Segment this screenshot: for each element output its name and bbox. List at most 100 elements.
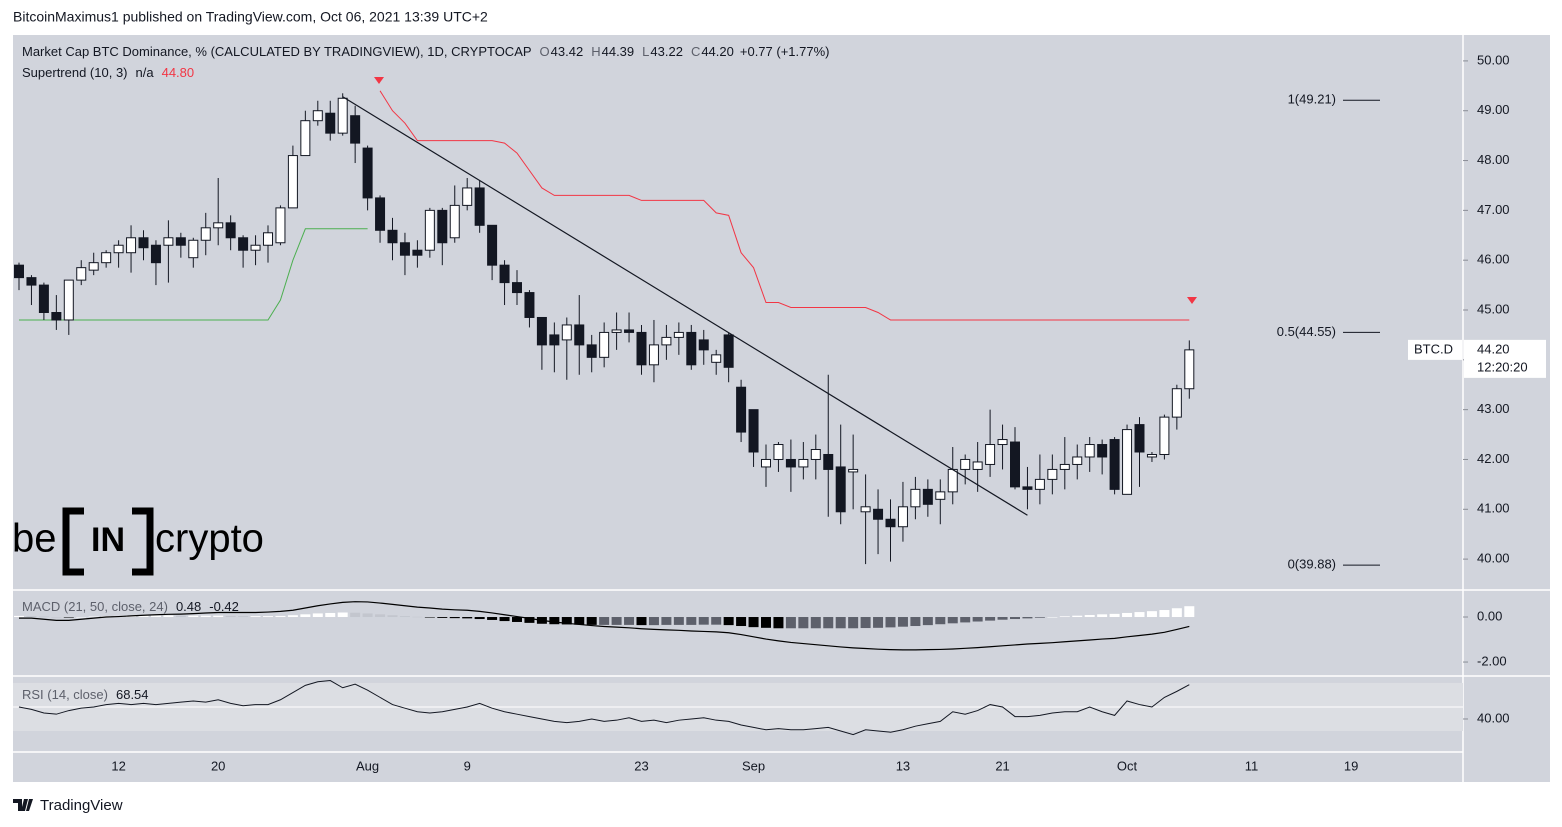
macd-histogram-bar (624, 617, 635, 625)
y-tick-label: 43.00 (1477, 401, 1510, 416)
macd-histogram-bar (1059, 616, 1070, 618)
supertrend-down-line (379, 90, 1190, 321)
candle-body (38, 284, 49, 314)
y-tick-label: 40.00 (1477, 551, 1510, 566)
candle-body (76, 267, 87, 281)
candle-body (126, 237, 137, 254)
macd-histogram-bar (300, 614, 311, 618)
macd-histogram-bar (574, 617, 585, 625)
macd-histogram-bar (63, 617, 74, 618)
candle-body (387, 229, 398, 244)
candle-body (1022, 486, 1033, 490)
macd-histogram-bar (835, 617, 846, 629)
macd-histogram-bar (275, 615, 286, 618)
y-tick-label: 47.00 (1477, 202, 1510, 217)
candle-body (798, 458, 809, 468)
x-tick-label: 13 (896, 758, 910, 773)
supertrend-value: 44.80 (162, 65, 195, 80)
candle-body (885, 518, 896, 528)
candle-body (399, 242, 410, 256)
candle-body (26, 277, 37, 286)
symbol-label-box (1408, 339, 1462, 360)
candle-body (524, 292, 535, 318)
candle-body (586, 344, 597, 358)
watermark-text: be (12, 517, 57, 561)
rsi-title: RSI (14, close) (22, 687, 108, 702)
macd-histogram-bar (1034, 617, 1045, 618)
macd-histogram-bar (648, 617, 659, 626)
macd-histogram-bar (1159, 610, 1170, 618)
macd-title: MACD (21, 50, close, 24) (22, 599, 168, 614)
candle-body (873, 508, 884, 520)
candle-body (350, 115, 361, 144)
legend-line: Market Cap BTC Dominance, % (CALCULATED … (22, 44, 830, 59)
candle-body (188, 239, 199, 259)
footer-text: TradingView (40, 797, 123, 814)
candle-body (412, 249, 423, 256)
macd-histogram-bar (437, 617, 448, 618)
candle-body (785, 458, 796, 468)
candle-body (138, 237, 149, 249)
macd-histogram-bar (1146, 611, 1157, 618)
candle-body (238, 237, 249, 251)
fib-label: 1(49.21) (1288, 92, 1336, 107)
macd-histogram-bar (362, 613, 373, 618)
candle-body (736, 386, 747, 433)
candle-body (599, 331, 610, 358)
macd-histogram-bar (325, 612, 336, 618)
trendline (342, 96, 1028, 516)
macd-histogram-bar (885, 617, 896, 628)
chart-background (13, 35, 1550, 782)
candle-body (424, 209, 435, 251)
signal-arrow (1187, 297, 1197, 304)
macd-histogram-bar (947, 617, 958, 624)
candle-body (636, 331, 647, 366)
macd-histogram-bar (736, 617, 747, 627)
candle-body (1034, 478, 1045, 490)
candle-body (88, 262, 99, 271)
rsi-legend: RSI (14, close) 68.54 (22, 687, 149, 702)
macd-histogram-bar (748, 617, 759, 628)
macd-histogram-bar (150, 615, 161, 618)
candle-body (673, 331, 684, 338)
candle-body (935, 491, 946, 500)
candle-body (1122, 429, 1133, 495)
fib-label: 0(39.88) (1288, 557, 1336, 572)
fib-label: 0.5(44.55) (1277, 324, 1336, 339)
y-tick-label: -2.00 (1477, 653, 1507, 668)
legend-value: 44.39 (602, 44, 635, 59)
candle-body (910, 488, 921, 508)
candle-body (823, 453, 834, 470)
signal-arrow (374, 77, 384, 84)
macd-histogram-bar (698, 617, 709, 625)
candle-body (561, 324, 572, 341)
candle-body (611, 329, 622, 333)
macd-histogram-bar (599, 617, 610, 625)
candle-body (200, 227, 211, 241)
macd-histogram-bar (810, 617, 821, 629)
candle-body (1134, 424, 1145, 453)
macd-histogram-bar (873, 617, 884, 628)
macd-histogram-bar (387, 615, 398, 618)
candle-body (1146, 453, 1157, 458)
candle-body (972, 461, 983, 470)
candle-body (848, 468, 859, 473)
supertrend-status: n/a (136, 65, 155, 80)
macd-histogram-bar (213, 615, 224, 618)
macd-histogram-bar (673, 617, 684, 625)
macd-histogram-bar (1097, 614, 1108, 618)
macd-histogram-bar (636, 617, 647, 626)
candle-body (1171, 388, 1182, 418)
watermark-text: crypto (155, 517, 264, 561)
candle-body (810, 449, 821, 460)
macd-histogram-bar (960, 617, 971, 623)
candle-body (686, 331, 697, 366)
candle-body (574, 324, 585, 346)
macd-histogram-bar (1084, 614, 1095, 618)
macd-histogram-bar (188, 615, 199, 618)
watermark: be IN crypto (12, 507, 264, 576)
macd-histogram-bar (337, 612, 348, 618)
y-tick-label: 48.00 (1477, 152, 1510, 167)
macd-histogram-bar (686, 617, 697, 625)
